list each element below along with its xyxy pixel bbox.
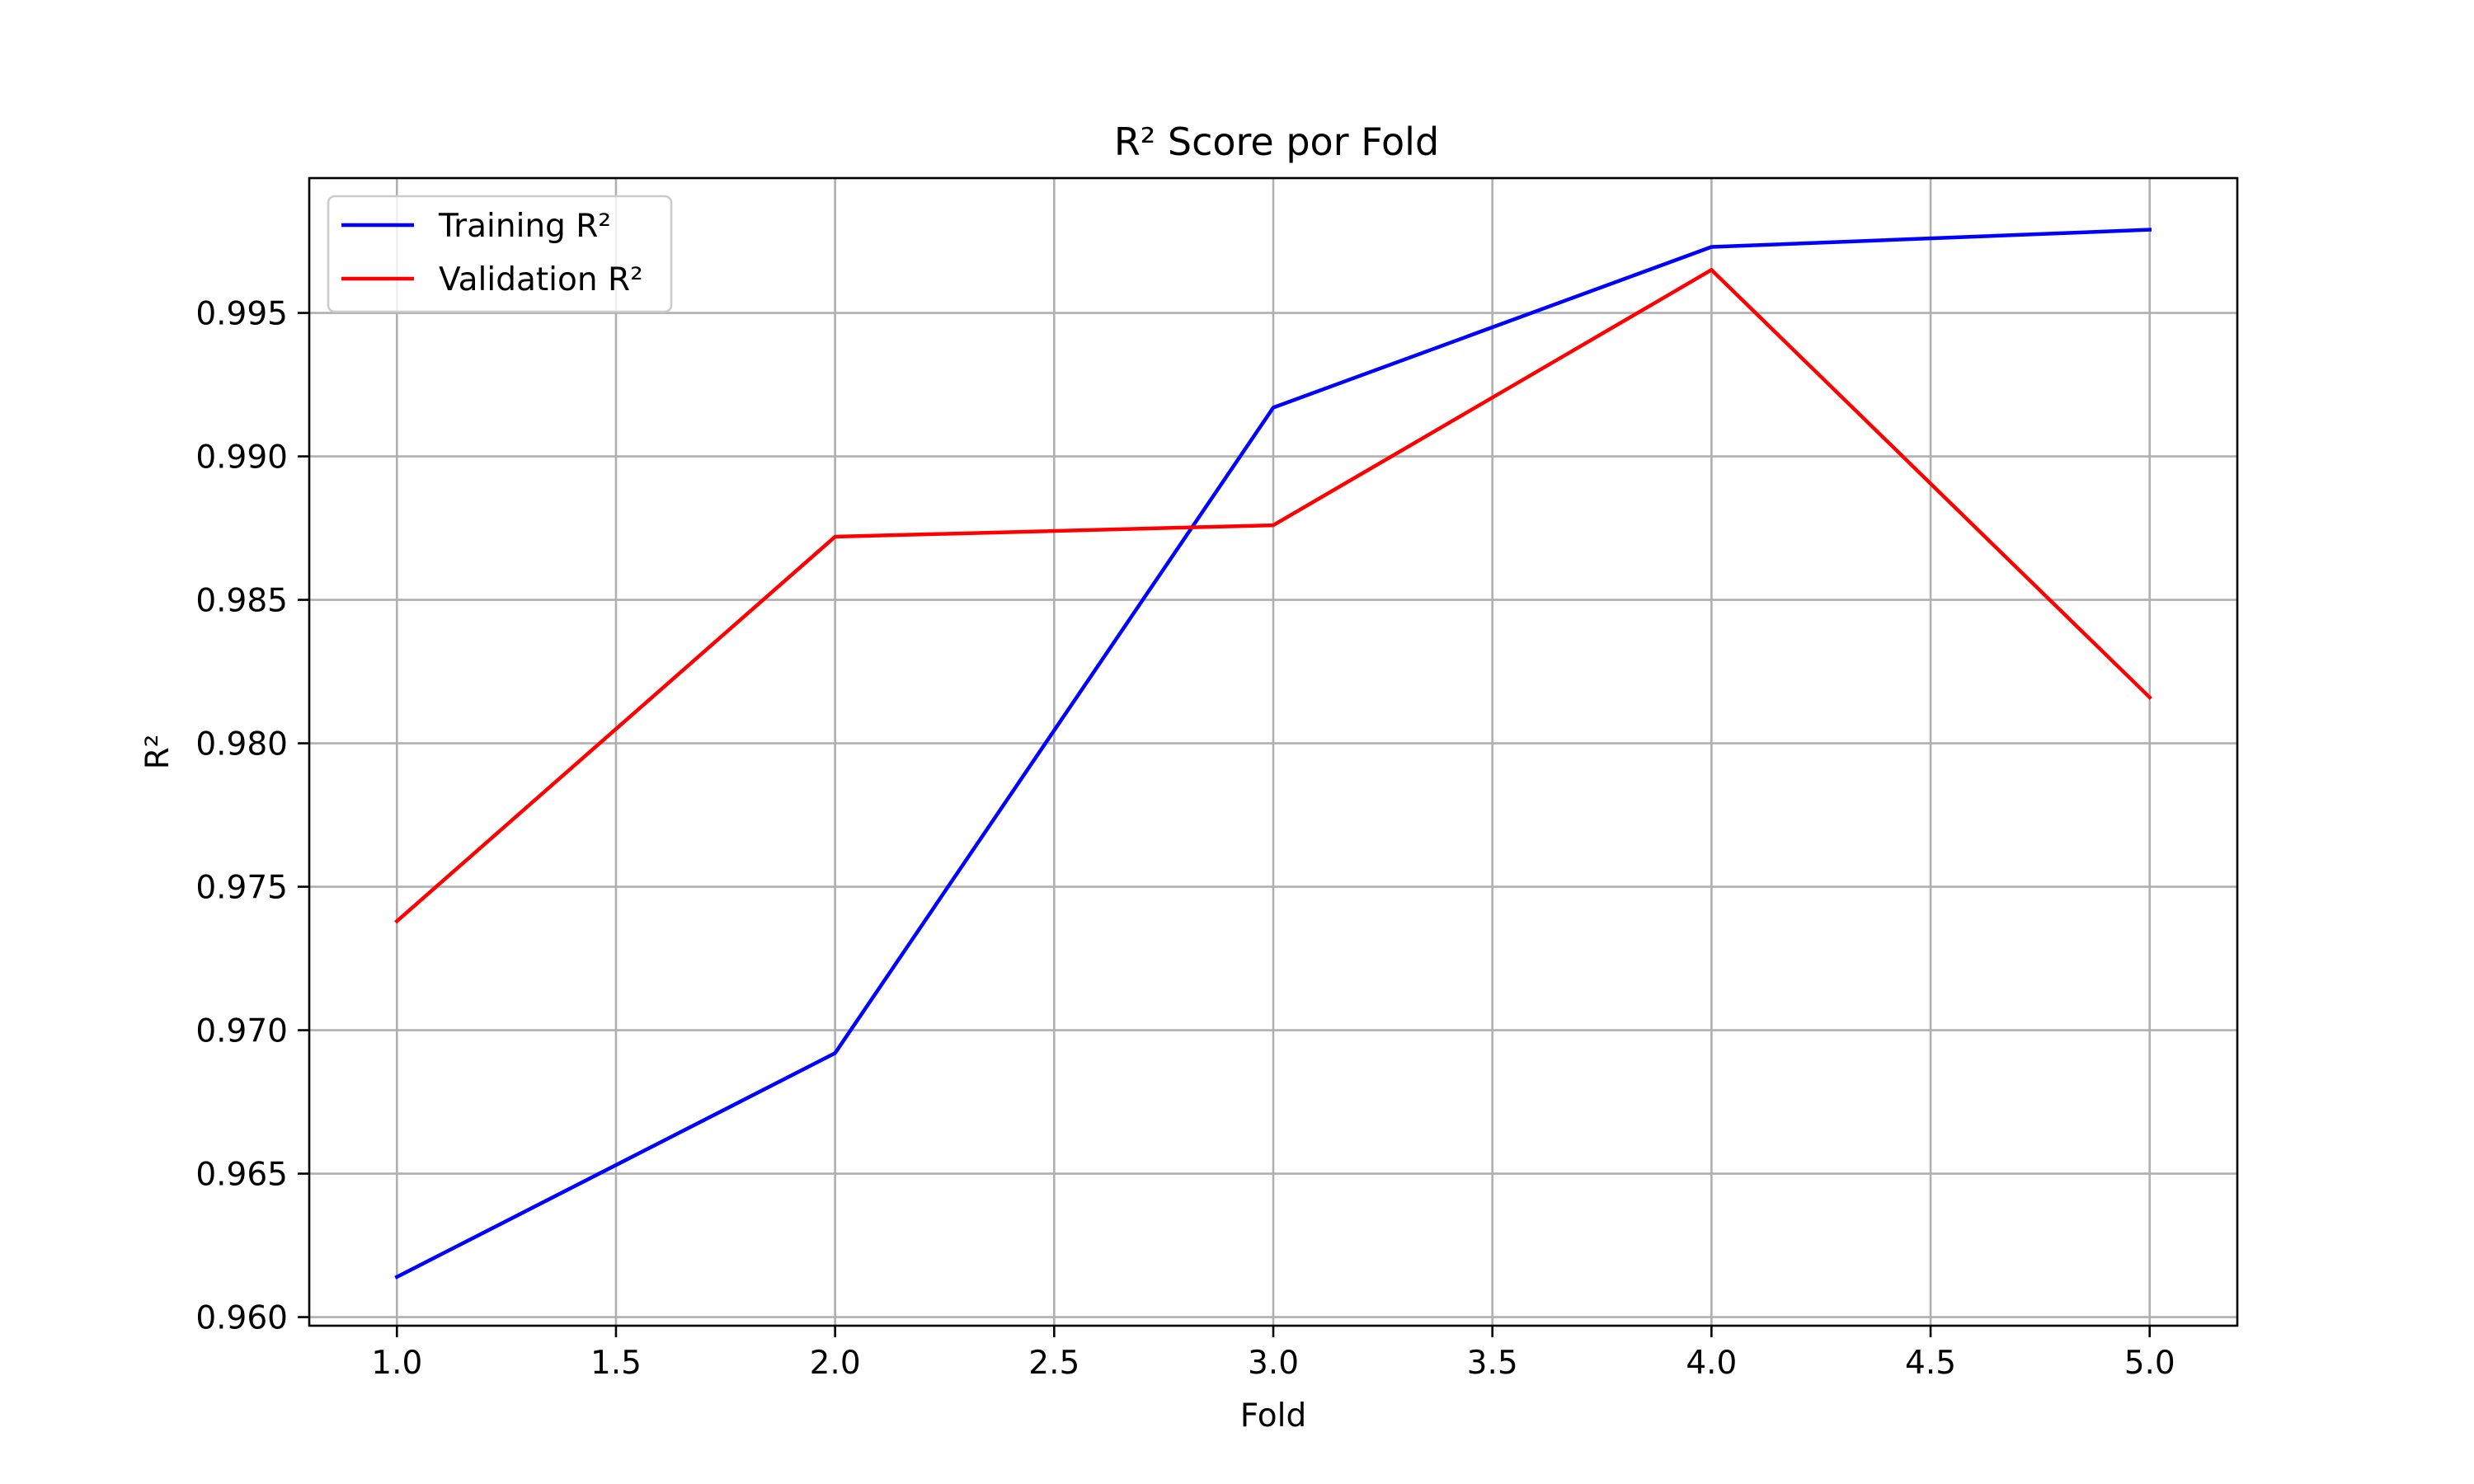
grid-lines <box>309 178 2237 1326</box>
x-tick-label: 3.0 <box>1248 1345 1299 1382</box>
x-tick-label: 4.5 <box>1905 1345 1956 1382</box>
legend-label-training: Training R² <box>438 208 611 245</box>
x-tick-label: 4.0 <box>1686 1345 1737 1382</box>
y-tick-label: 0.990 <box>195 439 288 477</box>
training-r2-line <box>394 228 2152 1280</box>
y-tick-label: 0.995 <box>195 296 288 333</box>
legend-label-validation: Validation R² <box>439 261 643 298</box>
y-tick-label: 0.960 <box>195 1300 288 1337</box>
series-lines <box>394 228 2152 1280</box>
y-tick-label: 0.980 <box>195 726 288 763</box>
x-tick-label: 3.5 <box>1467 1345 1518 1382</box>
y-tick-label: 0.975 <box>195 870 288 907</box>
x-axis-label: Fold <box>1240 1397 1307 1435</box>
x-tick-label: 2.5 <box>1028 1345 1079 1382</box>
y-tick-label: 0.985 <box>195 583 288 620</box>
y-tick-label: 0.965 <box>195 1157 288 1194</box>
y-axis-label: R² <box>139 735 176 770</box>
validation-r2-line <box>394 268 2152 924</box>
axis-ticks: 1.0 1.5 2.0 2.5 3.0 3.5 4.0 4.5 5.0 0.960 0.965 0.9… <box>195 296 2175 1382</box>
x-tick-label: 1.5 <box>590 1345 642 1382</box>
y-tick-label: 0.970 <box>195 1013 288 1050</box>
x-tick-label: 5.0 <box>2124 1345 2175 1382</box>
x-tick-label: 1.0 <box>371 1345 422 1382</box>
chart-title: R² Score por Fold <box>1114 120 1439 164</box>
x-tick-label: 2.0 <box>810 1345 861 1382</box>
legend: Training R² Validation R² <box>327 195 673 313</box>
